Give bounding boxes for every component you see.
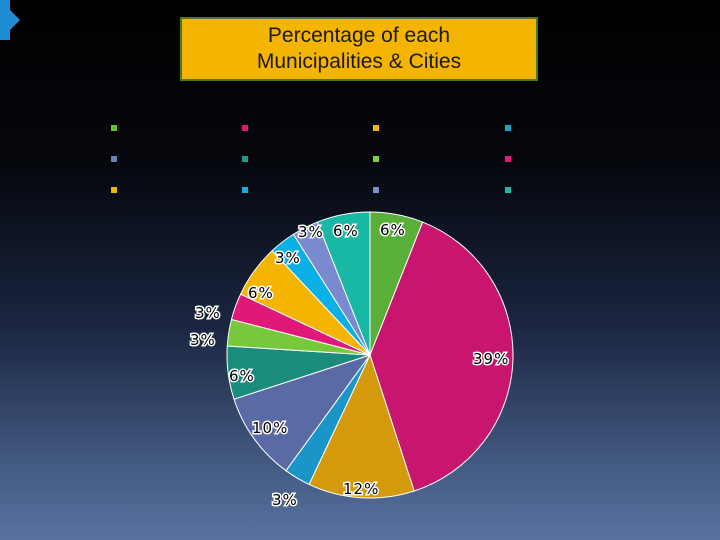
pie-labels: 6%39%12%3%10%6%3%3%6%3%3% 6%	[189, 220, 510, 511]
slice-label: 6%	[248, 284, 274, 302]
legend-marker	[111, 125, 117, 131]
pie-slices	[226, 211, 514, 499]
legend-marker	[111, 156, 117, 162]
legend-marker	[111, 187, 117, 193]
legend-marker	[242, 187, 248, 193]
slice-label: 3%	[195, 304, 221, 322]
slice-label: 6%	[229, 367, 255, 385]
legend-marker	[505, 156, 511, 162]
slice-label: 39%	[473, 350, 509, 368]
chart-title-line-1: Percentage of each	[267, 24, 451, 47]
slice-label: 3%	[275, 249, 301, 267]
chart-title: Percentage of each Municipalities & Citi…	[257, 23, 461, 75]
legend-marker	[373, 156, 379, 162]
slice-label: 12%	[343, 480, 379, 498]
slice-label: 3%	[190, 331, 216, 349]
accent-triangle	[10, 10, 20, 30]
slice-label: 6%	[380, 221, 406, 239]
slice-label: 6%	[333, 222, 359, 240]
chart-title-box: Percentage of each Municipalities & Citi…	[180, 17, 538, 81]
legend-marker	[373, 125, 379, 131]
legend-marker	[242, 125, 248, 131]
legend-marker	[505, 125, 511, 131]
pie-slice	[233, 354, 372, 472]
slice-label: 3%	[272, 491, 298, 509]
pie-slice	[308, 353, 415, 499]
slice-label: 3%	[298, 223, 324, 241]
accent-bar	[0, 0, 10, 40]
legend-marker	[373, 187, 379, 193]
slice-label: 10%	[252, 419, 288, 437]
legend-marker	[505, 187, 511, 193]
pie-slice	[369, 221, 514, 492]
pie-slice	[316, 211, 371, 356]
legend-marker	[242, 156, 248, 162]
chart-title-line-2: Municipalities & Cities	[256, 50, 462, 73]
